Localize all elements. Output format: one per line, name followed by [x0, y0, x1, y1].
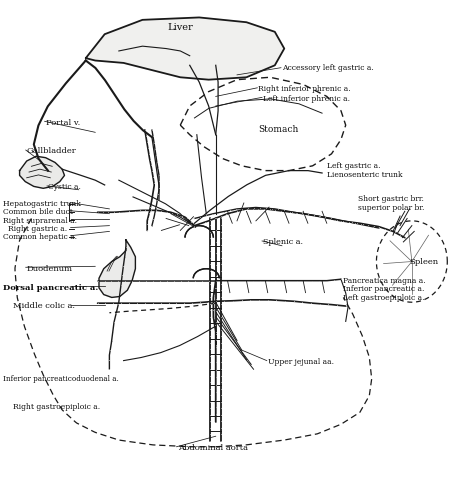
Text: Upper jejunal aa.: Upper jejunal aa. — [268, 358, 334, 366]
Text: Common hepatic a.: Common hepatic a. — [3, 233, 77, 241]
Text: Liver: Liver — [167, 23, 193, 32]
Text: Right gastroepiploic a.: Right gastroepiploic a. — [12, 403, 100, 410]
Polygon shape — [99, 240, 136, 298]
Text: Abdominal aorta: Abdominal aorta — [178, 444, 248, 452]
Polygon shape — [86, 17, 284, 80]
Text: Duodenum: Duodenum — [27, 264, 73, 273]
Text: Pancreatica magna a.: Pancreatica magna a. — [343, 276, 426, 285]
Text: Dorsal pancreatic a.: Dorsal pancreatic a. — [3, 284, 98, 292]
Text: Hepatogastric trunk: Hepatogastric trunk — [3, 200, 81, 208]
Text: Splenic a.: Splenic a. — [263, 239, 303, 246]
Text: Accessory left gastric a.: Accessory left gastric a. — [282, 64, 374, 72]
Text: Left inferior phrenic a.: Left inferior phrenic a. — [263, 95, 350, 103]
Text: Short gastric brr.: Short gastric brr. — [357, 195, 423, 204]
Text: Spleen: Spleen — [410, 258, 438, 265]
Text: Common bile duct: Common bile duct — [3, 208, 73, 216]
Text: superior polar br.: superior polar br. — [357, 204, 424, 212]
Text: Right suprarenal a.: Right suprarenal a. — [3, 217, 77, 225]
Text: Cystic a.: Cystic a. — [48, 183, 81, 192]
Text: Portal v.: Portal v. — [46, 119, 80, 127]
Text: Left gastric a.: Left gastric a. — [327, 162, 380, 170]
Text: Right inferior phrenic a.: Right inferior phrenic a. — [258, 85, 351, 93]
Text: Middle colic a.: Middle colic a. — [12, 302, 74, 310]
Text: Stomach: Stomach — [258, 125, 299, 134]
Polygon shape — [19, 156, 64, 188]
Text: Inferior pancreatic a.: Inferior pancreatic a. — [343, 285, 425, 293]
Text: Left gastroepiploic a.: Left gastroepiploic a. — [343, 294, 425, 302]
Text: Lienosenteric trunk: Lienosenteric trunk — [327, 171, 402, 180]
Text: Inferior pancreaticoduodenal a.: Inferior pancreaticoduodenal a. — [3, 375, 119, 383]
Text: Right gastric a.: Right gastric a. — [8, 225, 67, 233]
Text: Gallbladder: Gallbladder — [27, 147, 76, 156]
